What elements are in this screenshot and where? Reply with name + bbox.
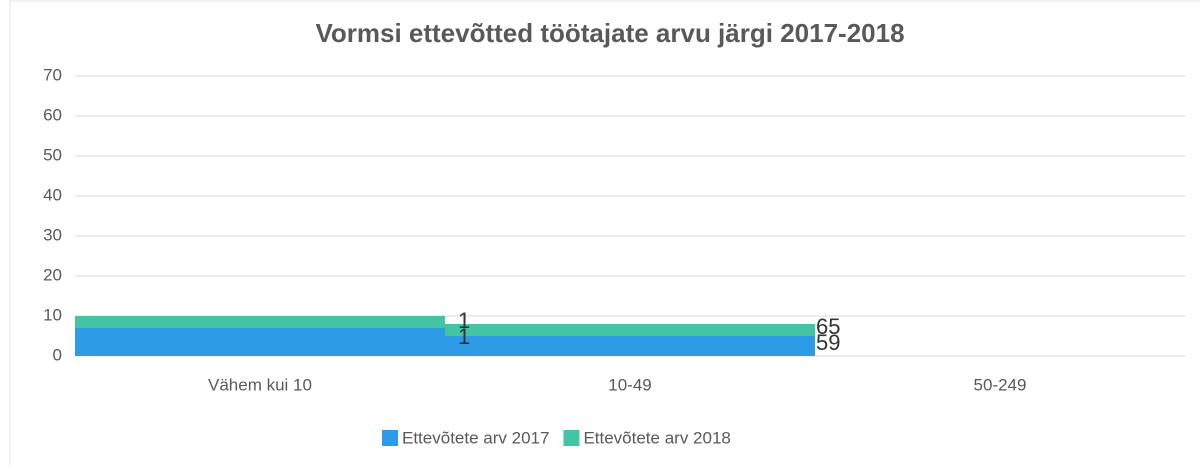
y-tick-label: 30 (43, 225, 62, 244)
x-tick-label: 10-49 (608, 375, 651, 394)
annotation: 1 (458, 308, 470, 333)
legend-label: Ettevõtete arv 2018 (583, 428, 730, 447)
legend-label: Ettevõtete arv 2017 (402, 428, 549, 447)
y-tick-label: 40 (43, 185, 62, 204)
y-tick-label: 60 (43, 105, 62, 124)
chart-title: Vormsi ettevõtted töötajate arvu järgi 2… (315, 18, 904, 48)
bar (445, 324, 815, 336)
bar (445, 336, 815, 356)
y-tick-label: 0 (53, 345, 62, 364)
legend-swatch (382, 430, 398, 446)
bar (75, 316, 445, 328)
annotation: 1 (458, 324, 470, 349)
bar (75, 328, 445, 356)
legend-swatch (563, 430, 580, 446)
annotation: 65 (816, 314, 840, 339)
y-tick-label: 20 (43, 265, 62, 284)
y-tick-label: 50 (43, 145, 62, 164)
y-tick-label: 10 (43, 305, 62, 324)
annotation: 59 (816, 330, 840, 355)
x-tick-label: Vähem kui 10 (208, 375, 312, 394)
x-tick-label: 50-249 (974, 375, 1027, 394)
y-tick-label: 70 (43, 65, 62, 84)
chart-frame (9, 0, 1200, 470)
